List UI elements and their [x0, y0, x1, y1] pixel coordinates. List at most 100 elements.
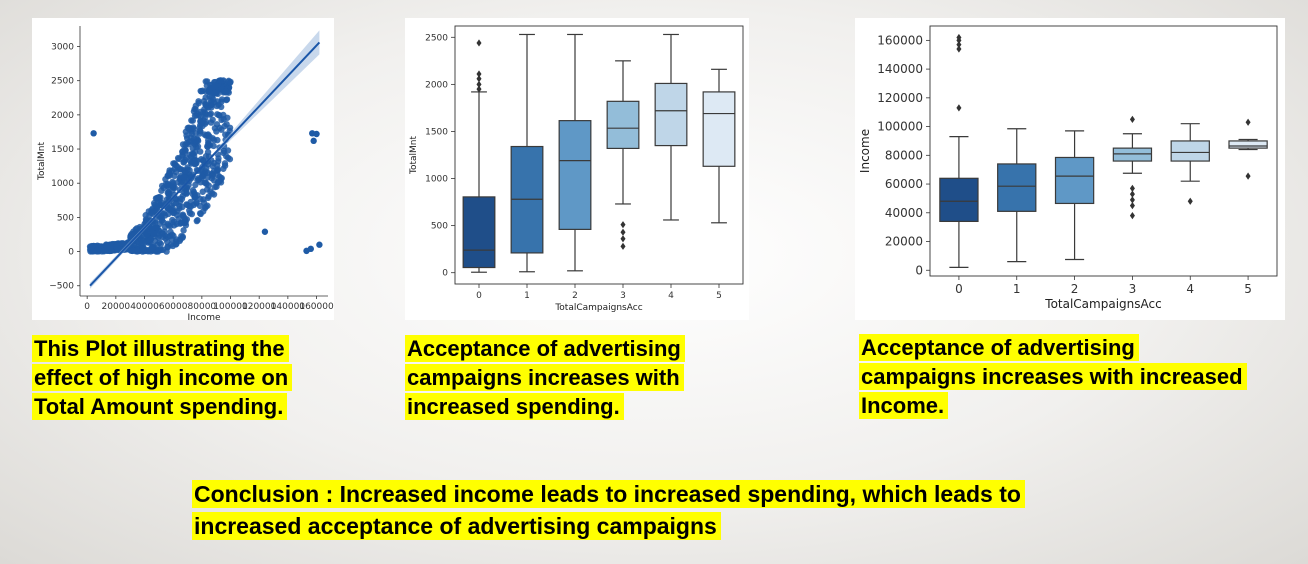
scatter-point	[184, 164, 191, 171]
box-0	[462, 39, 496, 273]
flier-point	[476, 39, 482, 47]
x-axis-label: TotalCampaignsAcc	[554, 303, 642, 313]
y-tick-label: 500	[57, 213, 74, 223]
scatter-point	[208, 99, 215, 106]
caption-plot1-line3: Total Amount spending.	[32, 393, 288, 420]
x-tick-label: 120000	[242, 302, 277, 312]
y-tick-label: 160000	[877, 33, 923, 47]
x-tick-label: 0	[955, 282, 963, 296]
scatter-point	[150, 230, 157, 237]
scatter-point	[150, 199, 158, 207]
caption-plot2: Acceptance of advertising campaigns incr…	[405, 334, 735, 421]
scatter-point	[156, 193, 163, 201]
y-axis-label: Income	[858, 129, 872, 173]
flier-point	[1129, 196, 1135, 204]
caption-plot2-line1: Acceptance of advertising	[405, 335, 685, 362]
y-tick-label: 2000	[51, 111, 74, 121]
box-body	[1054, 156, 1095, 205]
flier-point	[956, 104, 962, 112]
scatter-point	[178, 195, 186, 203]
y-tick-label: 1500	[51, 145, 74, 155]
box-5	[702, 68, 736, 224]
scatter-point	[190, 150, 197, 158]
y-tick-label: 1000	[425, 175, 448, 185]
y-tick-label: −500	[49, 282, 74, 292]
scatter-point	[153, 224, 160, 231]
box-3	[606, 60, 640, 250]
scatter-point	[189, 187, 197, 194]
box-body	[654, 82, 688, 147]
x-tick-label: 4	[1186, 282, 1194, 296]
scatter-point	[177, 172, 185, 180]
scatter-point	[220, 116, 227, 123]
boxplot-income-by-campaigns: 0 20000 40000 60000 80000 100000 120000 140000 1…	[858, 25, 1278, 311]
scatter-point	[179, 233, 186, 240]
caption-plot3: Acceptance of advertising campaigns incr…	[859, 333, 1289, 420]
y-tick-label: 0	[68, 248, 74, 258]
scatter-point	[130, 228, 137, 235]
box-body	[1170, 140, 1210, 162]
caption-plot3-line2: campaigns increases with increased	[859, 363, 1247, 390]
scatter-point	[186, 209, 194, 217]
y-tick-label: 40000	[885, 206, 923, 220]
scatter-point	[223, 153, 230, 160]
x-tick-label: 160000	[299, 302, 334, 312]
scatter-point	[114, 240, 121, 247]
scatter-point	[169, 180, 177, 187]
scatter-point	[93, 247, 101, 254]
flier-point	[476, 70, 482, 78]
y-tick-label: 60000	[885, 177, 923, 191]
scatter-point	[212, 89, 219, 96]
scatter-point	[210, 159, 218, 167]
scatter-point	[316, 241, 323, 248]
scatter-point	[214, 172, 222, 179]
scatter-point	[200, 208, 207, 215]
scatter-point	[187, 125, 194, 132]
y-tick-label: 100000	[877, 120, 923, 134]
x-tick-label: 2	[572, 291, 578, 301]
scatter-point	[208, 104, 215, 111]
scatter-point	[200, 156, 207, 164]
box-body	[1112, 147, 1153, 162]
scatter-point	[214, 166, 221, 173]
y-tick-label: 140000	[877, 62, 923, 76]
box-body	[462, 196, 496, 269]
flier-point	[1245, 172, 1251, 180]
flier-point	[620, 228, 626, 236]
scatter-point	[148, 207, 155, 214]
scatter-point	[216, 178, 223, 185]
scatter-point	[174, 178, 182, 186]
box-1	[510, 33, 544, 273]
conclusion-text: Conclusion : Increased income leads to i…	[192, 478, 1192, 542]
scatter-point	[198, 120, 205, 127]
scatter-point	[209, 172, 216, 179]
x-tick-label: 3	[1129, 282, 1137, 296]
y-tick-label: 0	[442, 269, 448, 279]
scatter-point	[209, 190, 216, 197]
flier-point	[1129, 190, 1135, 198]
scatter-plot-panel: −500 0 500 1000 1500 2000 2500 3000 0 20000 40000 6…	[32, 18, 334, 320]
x-tick-label: 2	[1071, 282, 1079, 296]
scatter-point	[204, 148, 212, 156]
scatter-point	[167, 228, 174, 236]
flier-point	[1187, 197, 1193, 205]
scatter-point	[221, 160, 229, 167]
scatter-point	[197, 87, 204, 95]
scatter-point	[199, 188, 206, 195]
scatter-point	[170, 160, 177, 167]
y-axis-label: TotalMnt	[409, 136, 419, 175]
flier-point	[956, 45, 962, 53]
conclusion-line2: increased acceptance of advertising camp…	[192, 512, 721, 540]
scatter-point	[307, 245, 314, 253]
scatter-point	[159, 233, 167, 241]
x-tick-label: 80000	[188, 302, 217, 312]
scatter-point	[191, 112, 199, 119]
scatter-point	[222, 88, 229, 95]
scatter-point	[313, 130, 320, 138]
scatter-point	[224, 147, 232, 154]
scatter-point	[159, 246, 167, 253]
scatter-point	[196, 148, 204, 155]
x-tick-label: 5	[716, 291, 722, 301]
scatter-point	[203, 164, 210, 172]
scatter-point	[165, 210, 172, 218]
